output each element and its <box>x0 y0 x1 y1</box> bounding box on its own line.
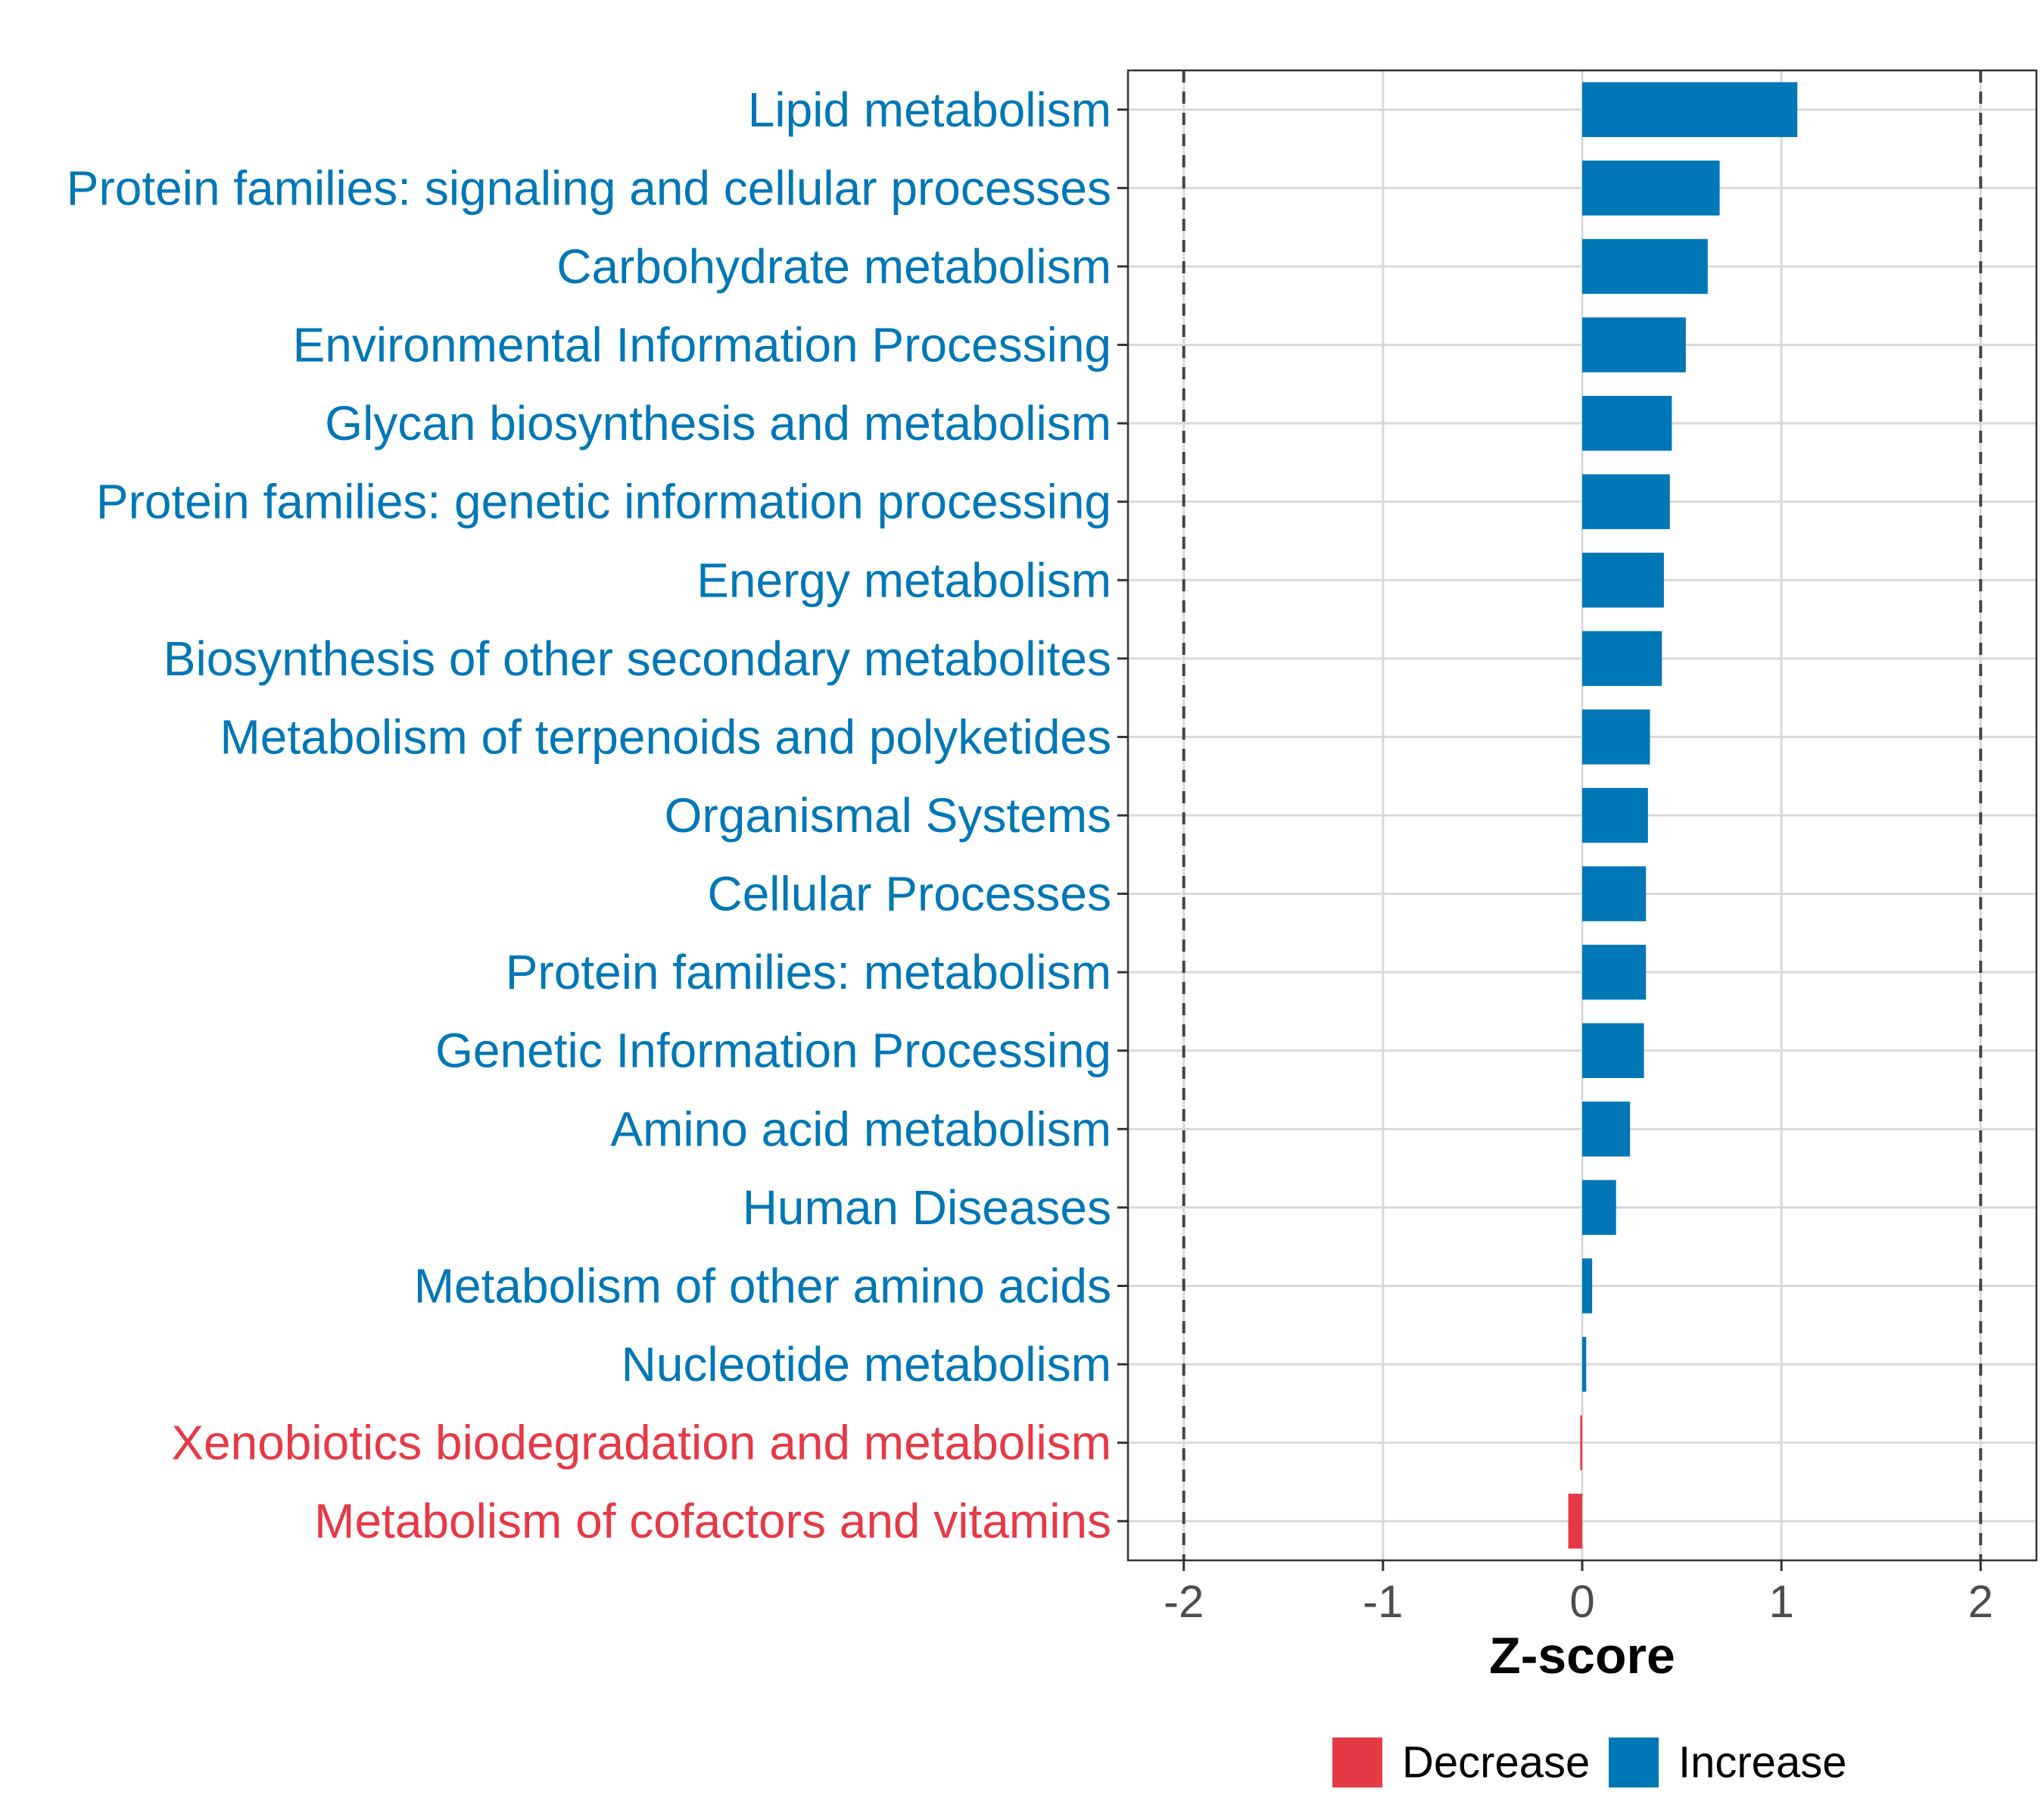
bar <box>1582 1180 1616 1236</box>
category-label: Amino acid metabolism <box>610 1102 1111 1156</box>
legend-swatch-decrease <box>1332 1738 1382 1787</box>
category-label: Carbohydrate metabolism <box>556 239 1111 294</box>
reference-lines <box>1182 70 1983 1560</box>
bar <box>1580 1415 1582 1470</box>
category-label: Genetic Information Processing <box>435 1024 1111 1078</box>
x-tick-label: 1 <box>1768 1576 1793 1627</box>
category-label: Biosynthesis of other secondary metaboli… <box>164 631 1111 686</box>
category-label: Human Diseases <box>743 1180 1111 1235</box>
category-label: Xenobiotics biodegradation and metabolis… <box>171 1416 1111 1470</box>
bar <box>1582 474 1670 529</box>
x-tick-label: 0 <box>1569 1576 1594 1627</box>
x-axis-title: Z-score <box>1489 1627 1675 1685</box>
bar <box>1582 395 1672 451</box>
x-tick-label: -1 <box>1363 1576 1403 1627</box>
category-label: Energy metabolism <box>696 553 1111 607</box>
y-axis-ticks <box>1117 108 1128 1522</box>
bar <box>1582 161 1720 216</box>
x-axis-ticks: -2 -1 0 1 2 <box>1164 1560 1993 1627</box>
category-label: Nucleotide metabolism <box>622 1337 1111 1392</box>
bar <box>1582 1258 1593 1314</box>
bar <box>1568 1493 1582 1549</box>
category-label: Protein families: signaling and cellular… <box>67 161 1111 215</box>
category-label: Protein families: genetic information pr… <box>96 475 1111 529</box>
category-label: Glycan biosynthesis and metabolism <box>325 396 1111 450</box>
category-label: Cellular Processes <box>707 867 1111 921</box>
category-label: Protein families: metabolism <box>506 945 1111 999</box>
x-tick-label: -2 <box>1164 1576 1204 1627</box>
bar <box>1582 553 1664 608</box>
y-axis-labels: Lipid metabolism Protein families: signal… <box>67 83 1111 1548</box>
bar <box>1582 631 1662 687</box>
legend: Decrease Increase <box>1332 1738 1846 1787</box>
category-label: Organismal Systems <box>665 788 1111 843</box>
legend-swatch-increase <box>1609 1738 1659 1787</box>
bar <box>1582 709 1650 765</box>
bar <box>1582 82 1798 138</box>
bar <box>1582 1336 1587 1392</box>
bar <box>1582 238 1708 295</box>
x-tick-label: 2 <box>1968 1576 1993 1627</box>
bar <box>1582 317 1686 372</box>
legend-label-increase: Increase <box>1678 1738 1846 1787</box>
category-label: Metabolism of other amino acids <box>414 1258 1111 1313</box>
bar <box>1582 944 1647 1000</box>
bar <box>1582 1102 1631 1157</box>
bars <box>1568 82 1798 1549</box>
category-label: Metabolism of cofactors and vitamins <box>314 1494 1111 1548</box>
category-label: Lipid metabolism <box>748 83 1111 137</box>
category-label: Environmental Information Processing <box>293 318 1111 372</box>
bar <box>1582 787 1648 843</box>
legend-label-decrease: Decrease <box>1402 1738 1590 1787</box>
bar <box>1582 866 1647 921</box>
bar <box>1582 1023 1644 1078</box>
category-label: Metabolism of terpenoids and polyketides <box>220 709 1111 764</box>
